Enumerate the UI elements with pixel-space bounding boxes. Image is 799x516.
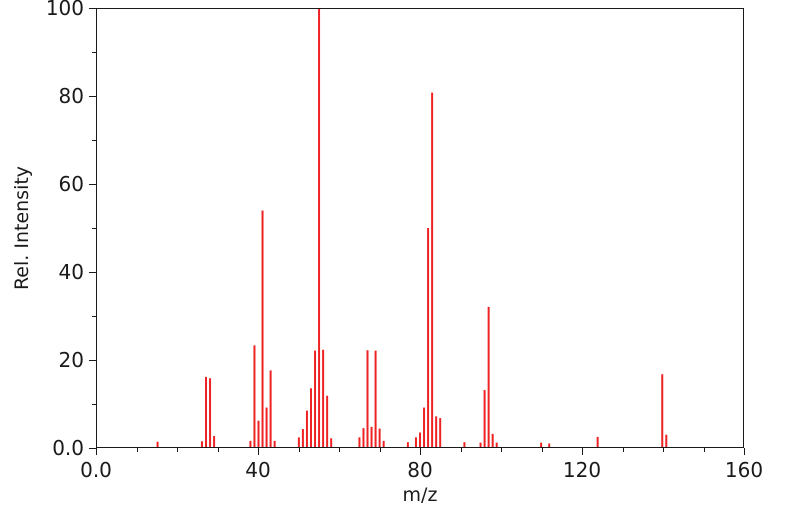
- x-axis-minor-tick: [541, 448, 543, 452]
- y-axis-tick: [89, 448, 96, 450]
- x-axis-minor-tick: [379, 448, 381, 452]
- y-axis-tick: [89, 184, 96, 186]
- x-axis-tick-label: 80: [407, 458, 433, 482]
- y-axis-tick: [89, 272, 96, 274]
- x-axis-minor-tick: [663, 448, 665, 452]
- x-axis-minor-tick: [622, 448, 624, 452]
- x-axis-tick-label: 0.0: [80, 458, 112, 482]
- y-axis-tick-label: 0.0: [52, 436, 84, 460]
- x-axis-title: m/z: [402, 484, 438, 506]
- x-axis-minor-tick: [339, 448, 341, 452]
- x-axis-tick-label: 120: [562, 458, 602, 482]
- y-axis-tick-label: 20: [58, 348, 84, 372]
- y-axis-tick: [89, 8, 96, 10]
- x-axis-minor-tick: [460, 448, 462, 452]
- x-axis-minor-tick: [298, 448, 300, 452]
- y-axis-minor-tick: [92, 52, 96, 54]
- y-axis-minor-tick: [92, 404, 96, 406]
- x-axis-tick: [744, 448, 746, 455]
- y-axis-minor-tick: [92, 228, 96, 230]
- x-axis-tick: [96, 448, 98, 455]
- spectrum-stems: [156, 9, 668, 447]
- x-axis-minor-tick: [501, 448, 503, 452]
- x-axis-tick: [582, 448, 584, 455]
- x-axis-tick-label: 160: [724, 458, 764, 482]
- y-axis-tick-label: 80: [58, 84, 84, 108]
- y-axis-tick: [89, 96, 96, 98]
- plot-area: [96, 8, 744, 448]
- x-axis-minor-tick: [703, 448, 705, 452]
- x-axis-minor-tick: [177, 448, 179, 452]
- y-axis-title: Rel. Intensity: [11, 165, 33, 291]
- x-axis-minor-tick: [217, 448, 219, 452]
- y-axis-tick-label: 40: [58, 260, 84, 284]
- y-axis-tick-label: 60: [58, 172, 84, 196]
- x-axis-minor-tick: [136, 448, 138, 452]
- y-axis-minor-tick: [92, 140, 96, 142]
- x-axis-tick: [420, 448, 422, 455]
- x-axis-tick-label: 40: [245, 458, 271, 482]
- y-axis-minor-tick: [92, 316, 96, 318]
- x-axis-tick: [258, 448, 260, 455]
- y-axis-tick: [89, 360, 96, 362]
- y-axis-tick-label: 100: [45, 0, 84, 20]
